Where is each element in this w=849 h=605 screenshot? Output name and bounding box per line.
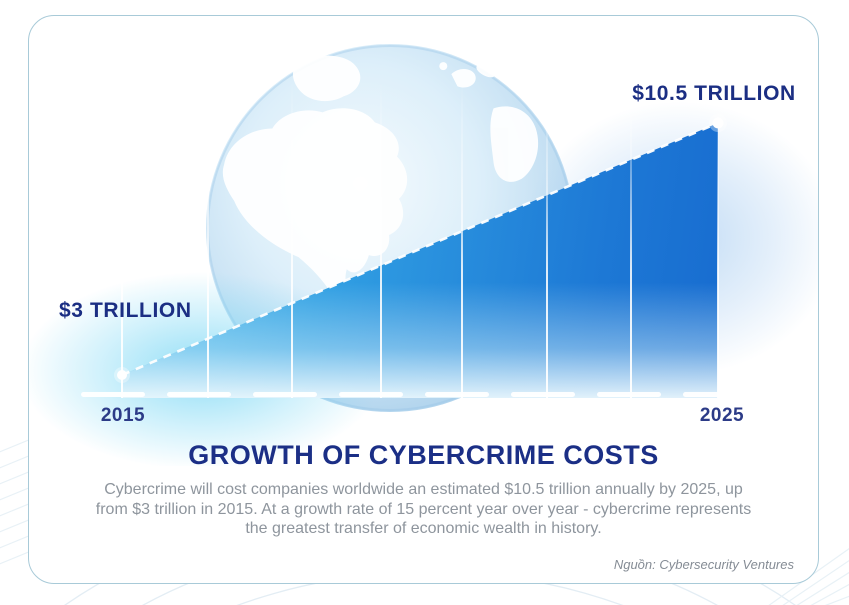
chart-title: GROWTH OF CYBERCRIME COSTS	[188, 440, 659, 470]
source-attribution: Nguồn: Cybersecurity Ventures	[613, 557, 794, 572]
description-line: Cybercrime will cost companies worldwide…	[104, 481, 743, 498]
gridline	[380, 80, 382, 398]
end-value-label: $10.5 TRILLION	[632, 82, 796, 105]
infographic-card: $3 TRILLION $10.5 TRILLION 2015 2025 GRO…	[28, 15, 819, 584]
axis-dash-line	[81, 392, 747, 397]
gridline	[717, 80, 719, 398]
description: Cybercrime will cost companies worldwide…	[29, 480, 818, 539]
gridline	[207, 80, 209, 398]
year-start-label: 2015	[100, 405, 146, 426]
gridline	[291, 80, 293, 398]
description-line: the greatest transfer of economic wealth…	[245, 520, 602, 537]
greenland-shape	[292, 55, 361, 102]
gridline	[121, 80, 123, 398]
start-value-label: $3 TRILLION	[59, 299, 192, 322]
year-end-label: 2025	[699, 405, 745, 426]
gridline	[461, 80, 463, 398]
description-line: from $3 trillion in 2015. At a growth ra…	[95, 500, 752, 518]
gridline	[546, 80, 548, 398]
gridline	[630, 80, 632, 398]
